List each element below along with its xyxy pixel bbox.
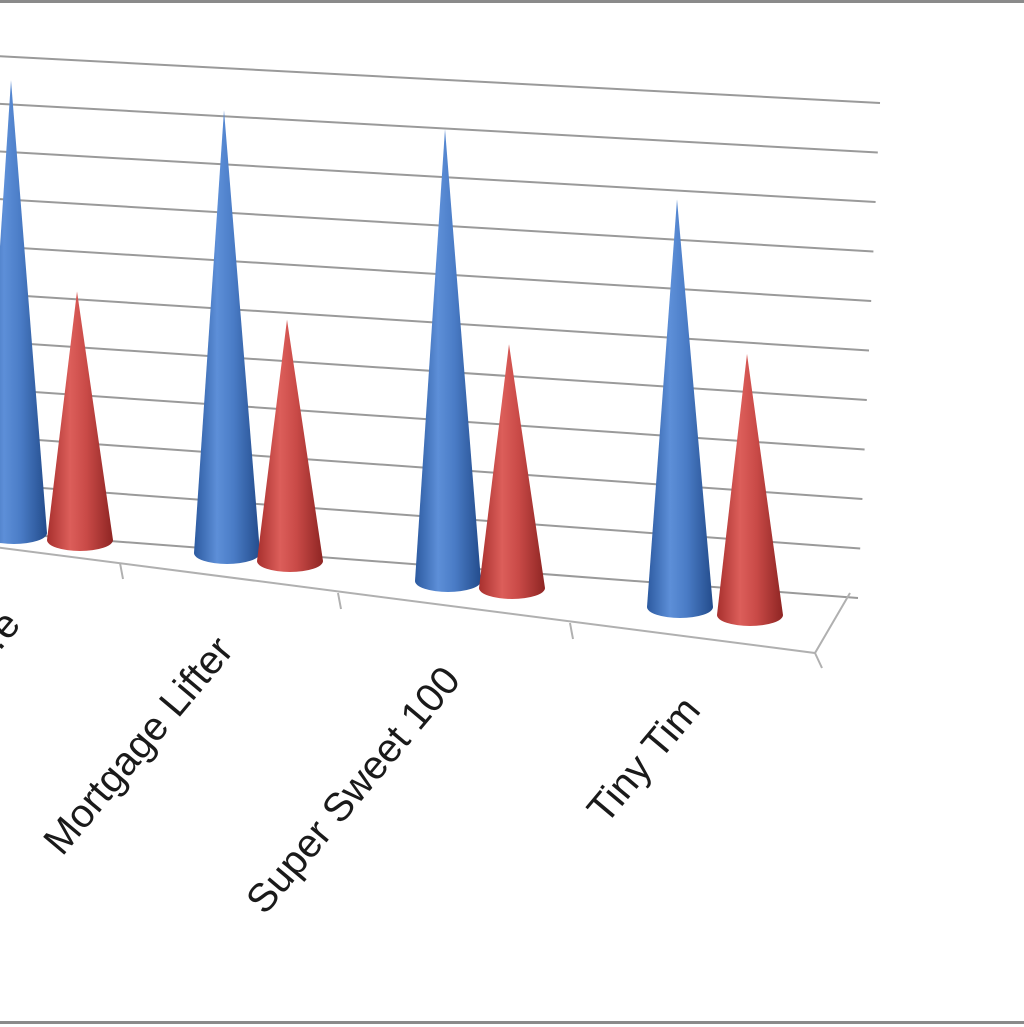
- category-label: Mortgage Lifter: [35, 629, 242, 863]
- cone-blue: [647, 199, 713, 618]
- gridline: [0, 293, 870, 352]
- cone-blue-body: [0, 80, 47, 544]
- category-label: …e: [0, 603, 29, 679]
- cone-blue-body: [415, 128, 481, 592]
- cone-blue: [194, 110, 260, 564]
- gridline: [0, 341, 867, 401]
- gridline: [0, 245, 872, 302]
- cone-red-body: [47, 291, 113, 551]
- gridline: [0, 388, 865, 451]
- cone-blue-body: [647, 199, 713, 618]
- cone-red-body: [479, 344, 545, 599]
- axis-tick: [119, 562, 124, 580]
- cone-red: [479, 344, 545, 599]
- cone-blue: [0, 80, 47, 544]
- chart-floor: [0, 546, 851, 669]
- gridline: [0, 102, 878, 154]
- axis-tick: [337, 592, 342, 610]
- cones: [0, 80, 783, 626]
- cone-blue: [415, 128, 481, 592]
- category-label: Super Sweet 100: [238, 659, 469, 922]
- cone-blue-body: [194, 110, 260, 564]
- cone-red: [717, 353, 783, 626]
- cone-red: [257, 319, 323, 572]
- category-label: Tiny Tim: [579, 689, 709, 832]
- gridline: [0, 55, 881, 104]
- gridline: [0, 150, 876, 203]
- cone-red-body: [717, 353, 783, 626]
- cone-red: [47, 291, 113, 551]
- axis-tick: [814, 652, 823, 669]
- gridline: [0, 198, 874, 253]
- cone-red-body: [257, 319, 323, 572]
- axis-tick: [569, 622, 574, 640]
